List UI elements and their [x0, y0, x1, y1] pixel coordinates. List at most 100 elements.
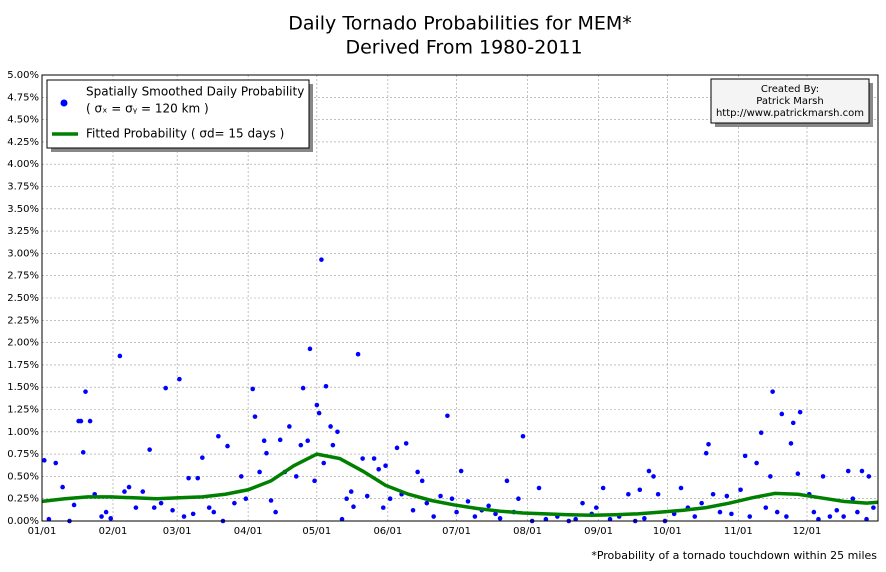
data-point [642, 516, 647, 521]
data-point [293, 474, 299, 479]
data-point [225, 443, 230, 449]
y-tick-label: 0.00% [7, 516, 39, 527]
data-point [140, 489, 146, 494]
data-point [850, 496, 856, 502]
data-point [655, 491, 661, 497]
data-point [257, 469, 262, 475]
data-point [71, 502, 77, 508]
data-point [536, 485, 542, 491]
data-point [841, 514, 846, 519]
footnote: *Probability of a tornado touchdown with… [591, 549, 877, 562]
data-point [339, 516, 345, 522]
data-point [543, 516, 549, 522]
x-tick-label: 01/01 [28, 526, 57, 537]
data-point [710, 491, 716, 497]
x-tick-label: 05/01 [302, 526, 331, 537]
y-tick-label: 4.00% [7, 159, 39, 170]
x-tick-label: 09/01 [584, 526, 613, 537]
data-point [788, 441, 794, 446]
data-point [454, 509, 459, 515]
data-point [103, 509, 109, 515]
data-point [328, 424, 333, 429]
data-point [626, 491, 631, 497]
data-point [177, 376, 182, 382]
data-point [768, 474, 773, 479]
data-point [703, 450, 709, 456]
data-point [232, 500, 237, 506]
data-point [122, 489, 127, 494]
data-point [163, 385, 168, 391]
x-tick-label: 07/01 [442, 526, 471, 537]
y-tick-label: 4.75% [7, 92, 39, 103]
legend-box [46, 79, 310, 149]
x-tick-label: 12/01 [793, 526, 822, 537]
data-point [573, 516, 578, 522]
data-point [394, 445, 400, 451]
chart-title: Daily Tornado Probabilities for MEM* [288, 13, 632, 35]
data-point [449, 496, 455, 502]
data-point [360, 456, 365, 461]
data-point [516, 496, 521, 502]
data-point [300, 385, 306, 391]
data-point [238, 474, 244, 479]
data-point [859, 468, 865, 474]
data-point [637, 487, 643, 493]
y-tick-label: 4.50% [7, 115, 39, 126]
y-tick-label: 1.50% [7, 382, 39, 393]
credit-text: Created By: [761, 84, 819, 95]
data-point [53, 460, 59, 466]
data-point [600, 485, 606, 491]
data-point [445, 413, 450, 419]
y-tick-label: 2.00% [7, 338, 39, 349]
data-point [78, 418, 84, 424]
y-tick-label: 4.25% [7, 137, 39, 148]
data-point [186, 475, 191, 481]
data-point [784, 514, 789, 519]
data-point [855, 509, 860, 515]
data-point [424, 500, 430, 506]
data-point [83, 389, 88, 394]
y-tick-label: 1.25% [7, 405, 39, 416]
plot-frame [41, 74, 879, 522]
data-point [580, 500, 585, 506]
data-point [60, 484, 65, 490]
data-point [497, 516, 503, 521]
data-point [351, 504, 356, 510]
data-point [170, 507, 175, 513]
data-point [779, 411, 785, 417]
data-point [820, 474, 826, 479]
y-tick-label: 2.25% [7, 315, 39, 326]
data-point [371, 456, 377, 461]
data-point [864, 516, 869, 522]
y-tick-label: 2.75% [7, 271, 39, 282]
data-point [699, 500, 704, 506]
data-point [419, 478, 425, 484]
y-tick-label: 0.75% [7, 449, 39, 460]
data-point [403, 441, 409, 446]
data-point [108, 516, 114, 521]
data-point [827, 514, 833, 519]
data-point [383, 463, 388, 468]
data-point [706, 441, 711, 447]
data-point [277, 437, 283, 443]
data-point [273, 509, 278, 515]
legend-sublabel: ( σₓ = σᵧ = 120 km ) [86, 102, 209, 116]
y-tick-label: 3.00% [7, 248, 39, 259]
credit-text: Patrick Marsh [756, 96, 823, 107]
chart-subtitle: Derived From 1980-2011 [345, 37, 582, 59]
data-point [797, 409, 803, 415]
data-point [504, 478, 510, 484]
data-point [181, 514, 187, 519]
y-tick-label: 0.25% [7, 494, 39, 505]
data-point [355, 351, 361, 357]
data-point [46, 516, 52, 522]
data-point [520, 433, 526, 439]
data-point [790, 420, 796, 426]
data-point [646, 468, 652, 474]
fitted-line [41, 452, 879, 517]
data-point [243, 496, 249, 502]
x-tick-label: 10/01 [653, 526, 682, 537]
data-point [486, 503, 491, 509]
data-point [117, 353, 123, 359]
data-point [410, 507, 416, 513]
